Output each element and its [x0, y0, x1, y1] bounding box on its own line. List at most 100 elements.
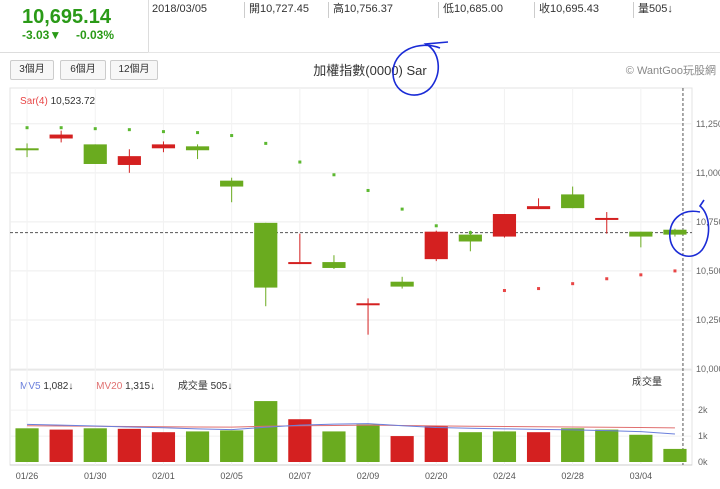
candle-body: [629, 231, 653, 237]
sar-dot: [332, 173, 336, 177]
sar-dot: [264, 141, 268, 145]
high-value: 10,756.37: [344, 3, 393, 15]
open-value: 10,727.45: [260, 3, 309, 15]
price-panel-frame: [9, 87, 693, 370]
candle-body: [254, 222, 278, 288]
close-label: 收: [539, 3, 550, 15]
mv20-line: [27, 424, 675, 429]
candle-body: [117, 156, 141, 165]
sar-dot: [25, 126, 29, 130]
sar-dot: [298, 160, 302, 164]
candle-body: [492, 214, 517, 237]
mv5-legend-value: 1,082↓: [43, 381, 74, 392]
info-open: 開10,727.45: [244, 2, 309, 18]
mv20-legend-name: MV20: [96, 381, 123, 392]
price-tick-label: 11,250: [696, 119, 720, 129]
volume-panel-title: 成交量: [632, 377, 662, 388]
candle-body: [83, 144, 107, 164]
sar-dot: [59, 126, 63, 130]
sar-dot: [196, 131, 200, 135]
price-tick-label: 10,000: [696, 364, 720, 374]
candle-body: [424, 231, 448, 260]
sar-dot: [502, 289, 506, 293]
volume-value: 505↓: [649, 3, 673, 15]
low-label: 低: [443, 3, 454, 15]
volume-bar: [49, 429, 73, 462]
sar-dot: [127, 128, 131, 132]
sar-dot: [434, 224, 438, 228]
volume-bar: [526, 432, 551, 462]
x-tick-label: 02/24: [493, 471, 516, 481]
x-tick-label: 01/30: [84, 471, 107, 481]
volume-bar: [629, 434, 653, 462]
volume-bar: [117, 428, 141, 462]
mv20-legend-value: 1,315↓: [125, 381, 156, 392]
range-6m-button[interactable]: 6個月: [60, 60, 106, 80]
volume-bar: [322, 431, 346, 462]
candle-body: [220, 180, 244, 187]
vol-legend-value: 505↓: [210, 381, 233, 392]
candle-body: [151, 144, 176, 149]
candle-body: [356, 303, 380, 306]
price-tick-label: 10,500: [696, 266, 720, 276]
high-label: 高: [333, 3, 344, 15]
volume-bar: [390, 436, 414, 462]
candle-body: [595, 217, 619, 220]
volume-bar: [356, 424, 380, 462]
volume-bar: [15, 428, 39, 462]
quote-box: 10,695.14 -3.03▼ -0.03%: [0, 0, 149, 53]
volume-bar: [220, 430, 244, 462]
annotation-circle-price: [669, 199, 710, 258]
info-volume: 量505↓: [633, 2, 673, 18]
sar-dot: [468, 231, 472, 235]
sar-legend: Sar(4) 10,523.72: [20, 96, 95, 107]
range-3m-button[interactable]: 3個月: [10, 60, 54, 80]
candle-body: [458, 234, 482, 242]
volume-tick-label: 2k: [698, 405, 708, 415]
candle-body: [49, 134, 73, 139]
x-tick-label: 02/09: [357, 471, 380, 481]
x-tick-label: 03/04: [630, 471, 653, 481]
info-low: 低10,685.00: [438, 2, 503, 18]
x-tick-label: 02/28: [561, 471, 584, 481]
volume-bar: [254, 401, 278, 462]
volume-bar: [663, 448, 687, 462]
volume-panel-frame: [9, 369, 693, 466]
x-tick-label: 02/05: [220, 471, 243, 481]
candle-body: [526, 206, 551, 210]
x-tick-label: 02/01: [152, 471, 175, 481]
sar-dot: [605, 277, 609, 281]
sar-dot: [639, 273, 643, 277]
candle-body: [15, 148, 39, 151]
volume-bar: [458, 432, 482, 462]
candle-body: [390, 281, 414, 287]
info-high: 高10,756.37: [328, 2, 393, 18]
open-label: 開: [249, 3, 260, 15]
price-tick-label: 10,250: [696, 315, 720, 325]
range-12m-button[interactable]: 12個月: [110, 60, 158, 80]
mv5-line: [27, 423, 675, 435]
candle-body: [663, 229, 687, 235]
sar-legend-name: Sar(4): [20, 96, 48, 107]
volume-bar: [185, 431, 210, 462]
sar-dot: [230, 134, 234, 138]
volume-bar: [83, 428, 107, 462]
candle-body: [288, 262, 312, 265]
candle-body: [561, 194, 585, 209]
volume-bar: [595, 429, 619, 462]
x-tick-label: 02/07: [289, 471, 312, 481]
current-price: 10,695.14: [22, 6, 111, 28]
candle-body: [322, 262, 346, 268]
mv5-legend-name: MV5: [20, 381, 41, 392]
sar-dot: [93, 127, 97, 131]
info-date: 2018/03/05: [152, 3, 208, 15]
volume-bar: [561, 428, 585, 462]
watermark: © WantGoo玩股網: [625, 65, 716, 77]
chart-title: 加權指數(0000) Sar: [313, 63, 427, 78]
close-value: 10,695.43: [550, 3, 599, 15]
volume-tick-label: 0k: [698, 457, 708, 467]
x-tick-label: 02/20: [425, 471, 448, 481]
volume-legend: MV5 1,082↓ MV20 1,315↓ 成交量 505↓: [20, 377, 232, 392]
volume-bar: [151, 432, 176, 462]
